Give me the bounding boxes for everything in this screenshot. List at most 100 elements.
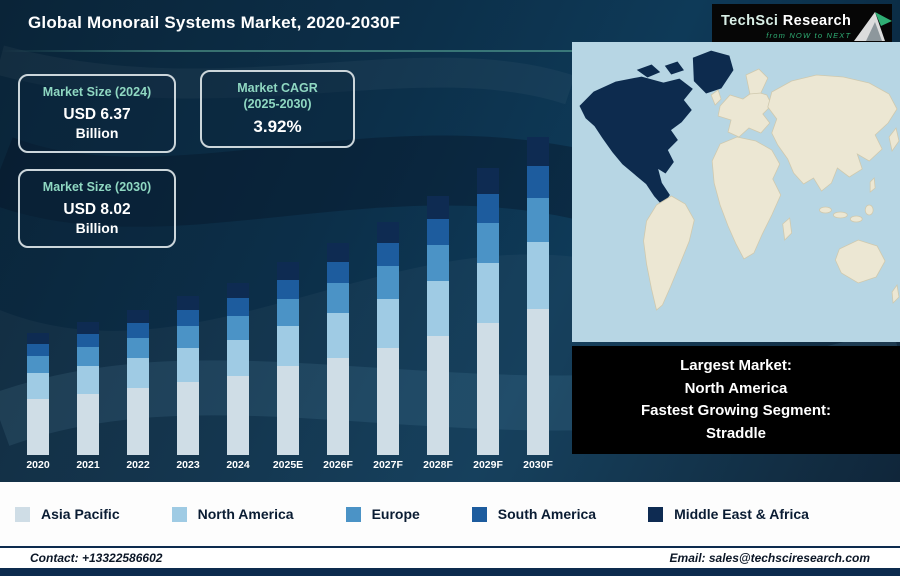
map-region-japan bbox=[888, 127, 900, 152]
x-axis-label-2025E: 2025E bbox=[272, 459, 304, 471]
bar-segment-middle-east-africa bbox=[327, 242, 349, 263]
legend-label-south-america: South America bbox=[497, 506, 597, 522]
x-axis-label-2027F: 2027F bbox=[373, 459, 403, 471]
main-panel: Global Monorail Systems Market, 2020-203… bbox=[0, 0, 900, 482]
bar-segment-asia-pacific bbox=[27, 398, 49, 455]
bar-segment-south-america bbox=[227, 298, 249, 316]
legend-swatch-europe bbox=[345, 506, 361, 522]
stacked-bar-2021 bbox=[77, 322, 99, 455]
bar-segment-north-america bbox=[527, 242, 549, 309]
footer-top-line bbox=[0, 546, 900, 548]
footer-contact: Contact: +13322586602 bbox=[30, 551, 163, 565]
x-axis-label-2020: 2020 bbox=[26, 459, 50, 471]
legend-item-south-america: South America bbox=[471, 506, 597, 522]
bar-segment-north-america bbox=[77, 366, 99, 394]
bar-segment-europe bbox=[227, 315, 249, 340]
techsci-logo: TechSci Research from NOW to NEXT bbox=[712, 4, 893, 48]
stacked-bar-2030F bbox=[527, 137, 549, 455]
legend-swatch-middle-east-africa bbox=[648, 506, 664, 522]
map-region-new-guinea bbox=[864, 204, 874, 216]
bar-segment-europe bbox=[277, 298, 299, 326]
x-axis-label-2030F: 2030F bbox=[523, 459, 553, 471]
market-cagr-box: Market CAGR (2025-2030) 3.92% bbox=[200, 70, 355, 149]
market-size-2030-label: Market Size (2030) bbox=[42, 180, 152, 194]
legend-item-asia-pacific: Asia Pacific bbox=[15, 506, 120, 522]
bar-segment-europe bbox=[527, 197, 549, 243]
legend-swatch-south-america bbox=[471, 506, 487, 522]
bar-segment-asia-pacific bbox=[377, 347, 399, 455]
x-axis-label-2024: 2024 bbox=[226, 459, 250, 471]
bar-segment-asia-pacific bbox=[427, 335, 449, 455]
legend-label-asia-pacific: Asia Pacific bbox=[41, 506, 120, 522]
legend: Asia Pacific North America Europe South Ame… bbox=[0, 482, 900, 546]
bar-segment-europe bbox=[477, 222, 499, 263]
map-region-scandinavia bbox=[745, 68, 769, 95]
map-region-madagascar bbox=[782, 217, 793, 241]
bar-column-2025E bbox=[263, 262, 313, 455]
bar-segment-south-america bbox=[477, 193, 499, 223]
stacked-bar-chart bbox=[13, 0, 563, 455]
map-region-north-america bbox=[579, 76, 693, 206]
bar-segment-europe bbox=[177, 326, 199, 349]
legend-label-middle-east-africa: Middle East & Africa bbox=[674, 506, 809, 522]
bar-segment-north-america bbox=[427, 281, 449, 336]
map-region-indonesia bbox=[833, 211, 848, 219]
bar-segment-middle-east-africa bbox=[427, 195, 449, 220]
bar-segment-north-america bbox=[227, 339, 249, 376]
bar-segment-north-america bbox=[27, 373, 49, 399]
x-axis-label-2029F: 2029F bbox=[473, 459, 503, 471]
bar-segment-europe bbox=[27, 356, 49, 374]
bar-segment-south-america bbox=[127, 323, 149, 338]
footer: Contact: +13322586602 Email: sales@techs… bbox=[0, 546, 900, 576]
map-region-philippines bbox=[869, 177, 876, 193]
bar-segment-asia-pacific bbox=[477, 323, 499, 455]
market-size-2030-unit: Billion bbox=[75, 219, 119, 236]
footer-bottom-bar bbox=[0, 568, 900, 576]
map-region-arctic-island bbox=[636, 64, 661, 78]
bar-segment-middle-east-africa bbox=[527, 137, 549, 167]
legend-label-north-america: North America bbox=[197, 506, 294, 522]
fastest-segment-value: Straddle bbox=[705, 424, 766, 442]
bar-segment-middle-east-africa bbox=[77, 322, 99, 335]
x-axis-label-2026F: 2026F bbox=[323, 459, 353, 471]
bar-segment-europe bbox=[127, 337, 149, 358]
bar-segment-north-america bbox=[327, 313, 349, 358]
x-axis-label-2023: 2023 bbox=[176, 459, 200, 471]
market-size-2024-unit: Billion bbox=[75, 124, 119, 141]
x-axis-label-2022: 2022 bbox=[126, 459, 150, 471]
bar-segment-south-america bbox=[377, 242, 399, 267]
bar-column-2022 bbox=[113, 310, 163, 455]
bar-segment-asia-pacific bbox=[77, 393, 99, 455]
bar-segment-south-america bbox=[177, 310, 199, 327]
bar-segment-south-america bbox=[277, 279, 299, 299]
bar-segment-europe bbox=[427, 245, 449, 282]
market-size-2030-box: Market Size (2030) USD 8.02 Billion bbox=[18, 169, 176, 249]
legend-item-europe: Europe bbox=[345, 506, 420, 522]
legend-item-north-america: North America bbox=[171, 506, 294, 522]
legend-swatch-north-america bbox=[171, 506, 187, 522]
map-region-south-america bbox=[643, 195, 695, 311]
stacked-bar-2026F bbox=[327, 242, 349, 455]
bar-segment-asia-pacific bbox=[527, 308, 549, 455]
map-region-asia bbox=[767, 74, 898, 192]
stacked-bar-2023 bbox=[177, 296, 199, 455]
logo-arrow-icon bbox=[854, 12, 893, 41]
bar-segment-middle-east-africa bbox=[177, 296, 199, 311]
x-axis-label-2021: 2021 bbox=[76, 459, 100, 471]
bar-column-2030F bbox=[513, 137, 563, 455]
bar-segment-asia-pacific bbox=[277, 366, 299, 455]
bar-segment-middle-east-africa bbox=[377, 221, 399, 243]
x-axis-labels: 2020 2021 2022 2023 2024 2025E 2026F 2027F 2028F… bbox=[13, 459, 563, 471]
legend-swatch-asia-pacific bbox=[15, 506, 30, 522]
header-divider bbox=[0, 50, 714, 52]
stacked-bar-2025E bbox=[277, 262, 299, 455]
map-region-australia bbox=[834, 239, 886, 284]
largest-market-callout: Largest Market: North America Fastest Gr… bbox=[572, 346, 900, 454]
stacked-bar-2029F bbox=[477, 167, 499, 455]
logo-brand-techsci: TechSci bbox=[721, 12, 779, 29]
bar-segment-south-america bbox=[77, 334, 99, 348]
market-size-2024-box: Market Size (2024) USD 6.37 Billion bbox=[18, 74, 176, 154]
bar-segment-middle-east-africa bbox=[277, 262, 299, 280]
stacked-bar-2020 bbox=[27, 333, 49, 455]
